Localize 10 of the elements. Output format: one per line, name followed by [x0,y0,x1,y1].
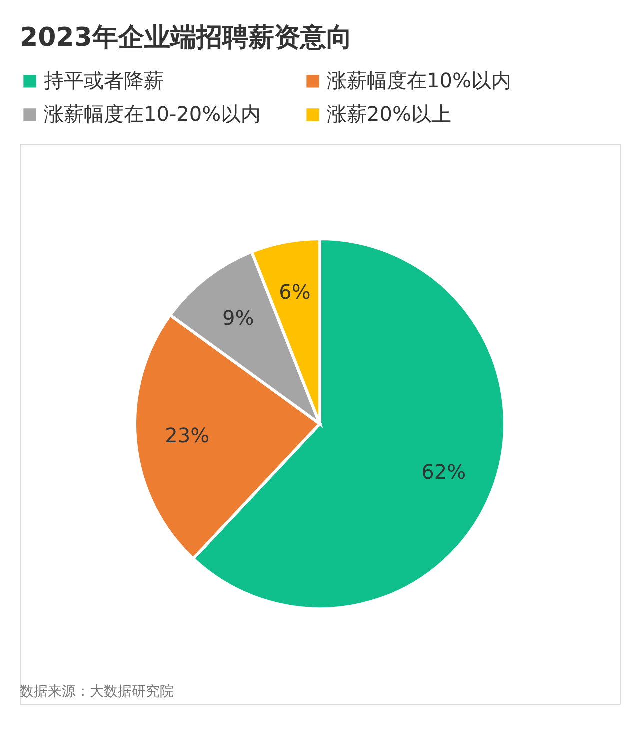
legend-label: 涨薪幅度在10-20%以内 [44,102,262,126]
data-label: 23% [165,424,210,448]
data-label: 9% [222,306,254,330]
chart-title: 2023年企业端招聘薪资意向 [20,23,352,53]
source-note: 数据来源：大数据研究院 [20,684,174,700]
data-label: 6% [279,280,311,304]
legend-label: 涨薪幅度在10%以内 [327,68,512,92]
data-label: 62% [422,460,466,484]
legend-label: 涨薪20%以上 [327,102,452,126]
legend-label: 持平或者降薪 [44,68,164,92]
